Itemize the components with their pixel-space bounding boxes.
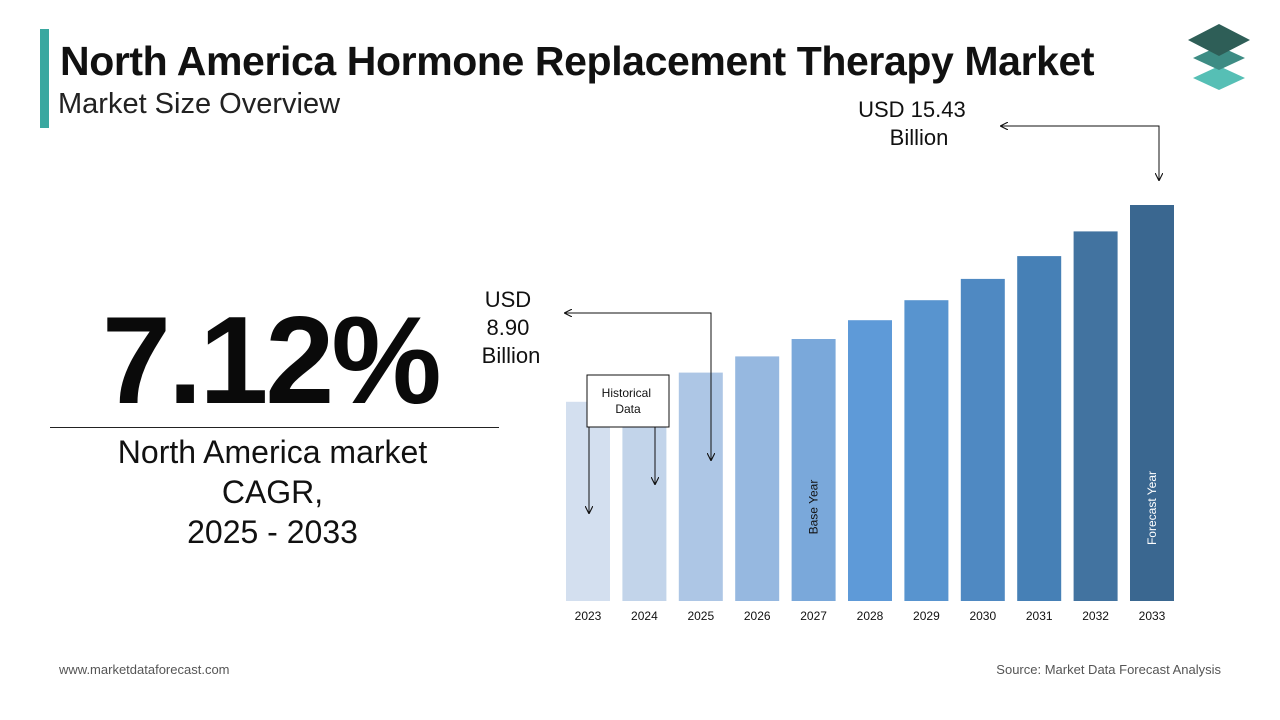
bar-2033 bbox=[1130, 205, 1174, 601]
bar-2030 bbox=[960, 278, 1005, 601]
end-callout-arrow bbox=[1001, 126, 1159, 180]
historical-data-box bbox=[586, 374, 670, 428]
title-accent-bar bbox=[40, 29, 49, 128]
forecast-year-label: Forecast Year bbox=[1145, 471, 1159, 545]
bar-2029 bbox=[904, 300, 949, 601]
historical-note-line: Historical bbox=[602, 386, 651, 400]
bar-2027 bbox=[791, 339, 836, 601]
cagr-label: North America market CAGR, 2025 - 2033 bbox=[50, 432, 495, 552]
x-tick-label: 2030 bbox=[969, 609, 996, 623]
x-tick-label: 2027 bbox=[800, 609, 827, 623]
end-value-callout: USD 15.43 Billion bbox=[858, 97, 972, 150]
footer-source: Source: Market Data Forecast Analysis bbox=[996, 662, 1221, 677]
bar-2032 bbox=[1073, 231, 1118, 601]
start-callout-line: Billion bbox=[482, 343, 541, 368]
page-title: North America Hormone Replacement Therap… bbox=[60, 38, 1095, 84]
x-tick-label: 2026 bbox=[744, 609, 771, 623]
x-tick-label: 2029 bbox=[913, 609, 940, 623]
historical-note-line: Data bbox=[615, 402, 641, 416]
bar-2026 bbox=[735, 356, 780, 601]
stacked-layers-icon bbox=[1188, 24, 1250, 90]
x-tick-label: 2033 bbox=[1139, 609, 1166, 623]
logo-layer-top bbox=[1188, 24, 1250, 56]
logo-layer-middle bbox=[1193, 46, 1245, 70]
bar-2031 bbox=[1017, 256, 1062, 601]
logo-layer-bottom bbox=[1193, 66, 1245, 90]
historical-data-note: Historical Data bbox=[602, 386, 655, 416]
start-callout-line: 8.90 bbox=[487, 315, 530, 340]
x-tick-label: 2028 bbox=[857, 609, 884, 623]
cagr-divider bbox=[50, 427, 499, 428]
footer-website[interactable]: www.marketdataforecast.com bbox=[59, 662, 230, 677]
bar-2025 bbox=[678, 372, 723, 601]
bar-2028 bbox=[848, 320, 892, 601]
end-callout-line: USD 15.43 bbox=[858, 97, 966, 122]
end-callout-line: Billion bbox=[890, 125, 949, 150]
start-callout-arrow bbox=[565, 313, 711, 460]
bar-2023 bbox=[566, 401, 610, 601]
base-year-label: Base Year bbox=[807, 480, 821, 535]
cagr-label-line: CAGR, bbox=[221, 474, 324, 510]
start-callout-line: USD bbox=[485, 287, 531, 312]
start-value-callout: USD 8.90 Billion bbox=[482, 287, 541, 368]
x-tick-label: 2032 bbox=[1082, 609, 1109, 623]
cagr-label-line: 2025 - 2033 bbox=[187, 514, 358, 550]
cagr-label-line: North America market bbox=[117, 434, 428, 470]
page-subtitle: Market Size Overview bbox=[58, 88, 341, 120]
x-tick-label: 2024 bbox=[631, 609, 658, 623]
x-tick-label: 2031 bbox=[1026, 609, 1053, 623]
x-tick-label: 2023 bbox=[575, 609, 602, 623]
cagr-value: 7.12% bbox=[102, 292, 442, 430]
x-tick-label: 2025 bbox=[687, 609, 714, 623]
